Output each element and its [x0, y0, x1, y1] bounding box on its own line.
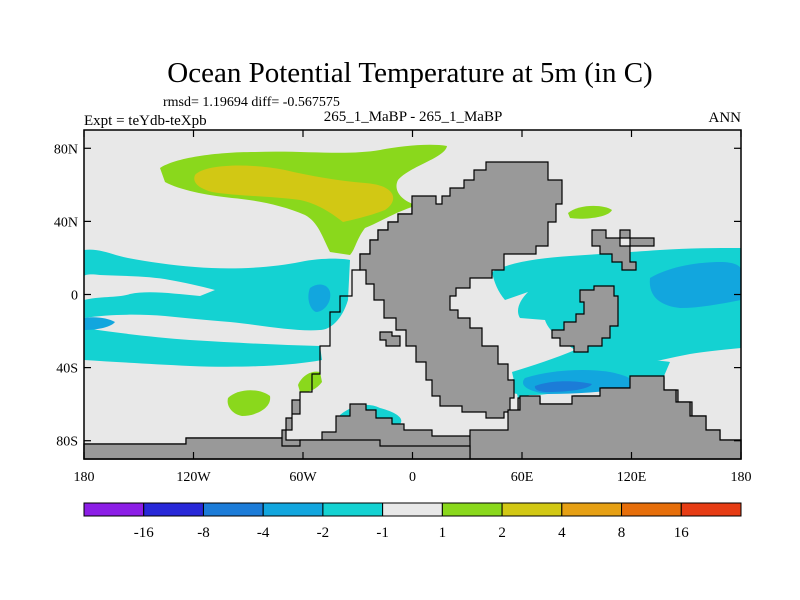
colorbar-label: 2: [498, 525, 506, 541]
lat-tick-label: 80S: [56, 435, 78, 450]
colorbar-label: -4: [257, 525, 270, 541]
land-east-island: [551, 285, 619, 353]
colorbar-swatch: [262, 502, 324, 517]
lon-tick-label: 0: [409, 470, 416, 485]
experiment-label: Expt = teYdb-teXpb: [84, 113, 207, 129]
colorbar-label: -16: [134, 525, 154, 541]
warm-core-north-atlantic: [194, 165, 394, 222]
cool-anomaly-tropical-pacific: [84, 249, 350, 331]
colorbar-swatch: [202, 502, 264, 517]
land-africa-eurasia-block: [359, 161, 563, 419]
cool-anomaly-west-pacific-core: [649, 262, 741, 308]
warm-anomaly-north-pacific-east: [568, 205, 612, 219]
colorbar-swatch: [680, 502, 742, 517]
stats-line: rmsd= 1.19694 diff= -0.567575: [163, 95, 340, 110]
colorbar-swatch: [621, 502, 682, 517]
lon-tick-label: 120E: [617, 470, 647, 485]
land-small-island: [379, 331, 401, 347]
colorbar-swatch: [441, 502, 503, 517]
land-masses: [83, 161, 742, 460]
lat-tick-label: 40N: [54, 215, 78, 230]
cold-core-southern-indian: [534, 381, 592, 392]
colorbar-label: 16: [674, 525, 690, 541]
map-panel: 80N 40N 0 40S 80S 180 120W 60W 0 60E 120E 180: [54, 129, 752, 485]
cool-anomaly-equatorial-east-pacific: [84, 328, 322, 367]
lat-tick-label: 0: [71, 289, 78, 304]
colorbar-label: -8: [197, 525, 210, 541]
season-label: ANN: [709, 110, 742, 126]
warm-anomaly-south-atlantic-west: [298, 371, 322, 393]
lat-tick-label: 40S: [56, 362, 78, 377]
map-ticks: 80N 40N 0 40S 80S 180 120W 60W 0 60E 120E 180: [54, 130, 752, 485]
lon-tick-label: 180: [731, 470, 752, 485]
land-southern-landmass: [469, 375, 742, 460]
colorbar: -16 -8 -4 -2 -1 1 2 4 8 16: [83, 502, 742, 541]
plot-title: Ocean Potential Temperature at 5m (in C): [167, 57, 652, 89]
lon-tick-label: 60W: [289, 470, 317, 485]
colorbar-swatch: [382, 502, 443, 517]
colorbar-label: 1: [439, 525, 447, 541]
land-northeast-peninsula: [591, 229, 637, 271]
colorbar-label: -2: [317, 525, 330, 541]
colorbar-swatch: [322, 502, 384, 517]
colorbar-label: 8: [618, 525, 626, 541]
colorbar-swatch: [501, 502, 563, 517]
lon-tick-label: 180: [74, 470, 95, 485]
cool-anomaly-east-pacific-core: [84, 317, 115, 330]
colorbar-swatch: [143, 502, 204, 517]
colorbar-label: 4: [558, 525, 566, 541]
warm-anomaly-southern-ocean-pacific: [227, 390, 271, 416]
lon-tick-label: 120W: [176, 470, 211, 485]
case-label: 265_1_MaBP - 265_1_MaBP: [324, 109, 503, 125]
lat-tick-label: 80N: [54, 142, 78, 157]
colorbar-label: -1: [376, 525, 389, 541]
land-northeast-strip: [619, 229, 655, 247]
colorbar-swatch: [83, 502, 145, 517]
cool-anomaly-atlantic-core: [308, 284, 331, 312]
lon-tick-label: 60E: [511, 470, 534, 485]
colorbar-swatch: [561, 502, 623, 517]
